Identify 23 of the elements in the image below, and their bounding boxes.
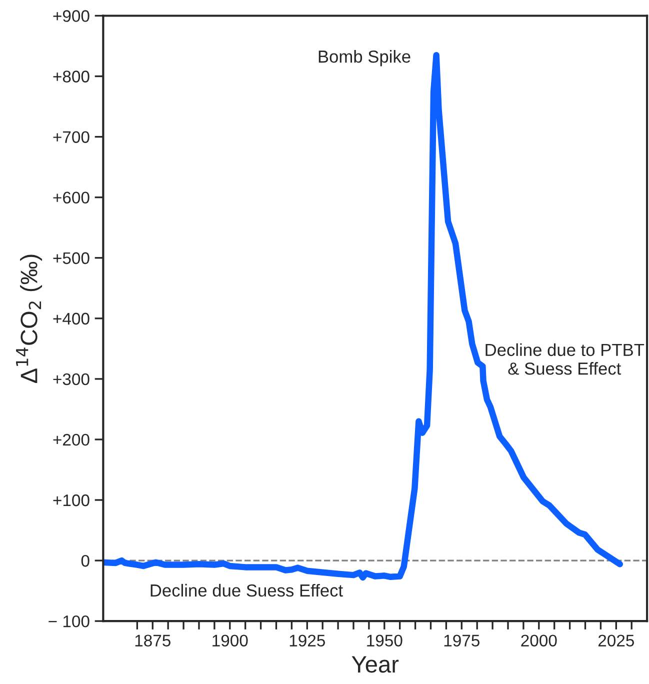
x-tick-label: 2025: [598, 634, 634, 647]
x-axis-title: Year: [352, 656, 399, 673]
y-tick-label: +200: [53, 434, 90, 446]
y-tick-label: − 100: [48, 615, 90, 628]
y-axis-title: Δ$^{14}$CO$_{2}$ (‰): [16, 254, 42, 383]
x-tick-label: 1950: [367, 634, 402, 647]
x-tick-label: 2000: [521, 634, 557, 647]
annotation: Bomb Spike: [318, 50, 410, 66]
y-tick-label: +500: [53, 252, 90, 264]
y-tick-label: +300: [53, 373, 90, 386]
y-tick-label: +100: [53, 494, 90, 506]
x-tick-label: 1875: [135, 634, 170, 647]
x-tick-label: 1925: [290, 634, 325, 647]
y-tick-label: +600: [53, 192, 90, 204]
x-tick-label: 1975: [444, 634, 480, 647]
y-tick-label: +800: [53, 70, 90, 82]
y-tick-label: +900: [53, 10, 90, 22]
y-tick-label: +400: [53, 312, 90, 325]
annotation: Decline due Suess Effect: [150, 584, 343, 597]
y-tick-label: 0: [81, 554, 90, 567]
y-tick-label: +700: [53, 131, 90, 144]
annotation: Decline due to PTBT & Suess Effect: [486, 343, 644, 375]
x-tick-label: 1900: [212, 634, 248, 647]
